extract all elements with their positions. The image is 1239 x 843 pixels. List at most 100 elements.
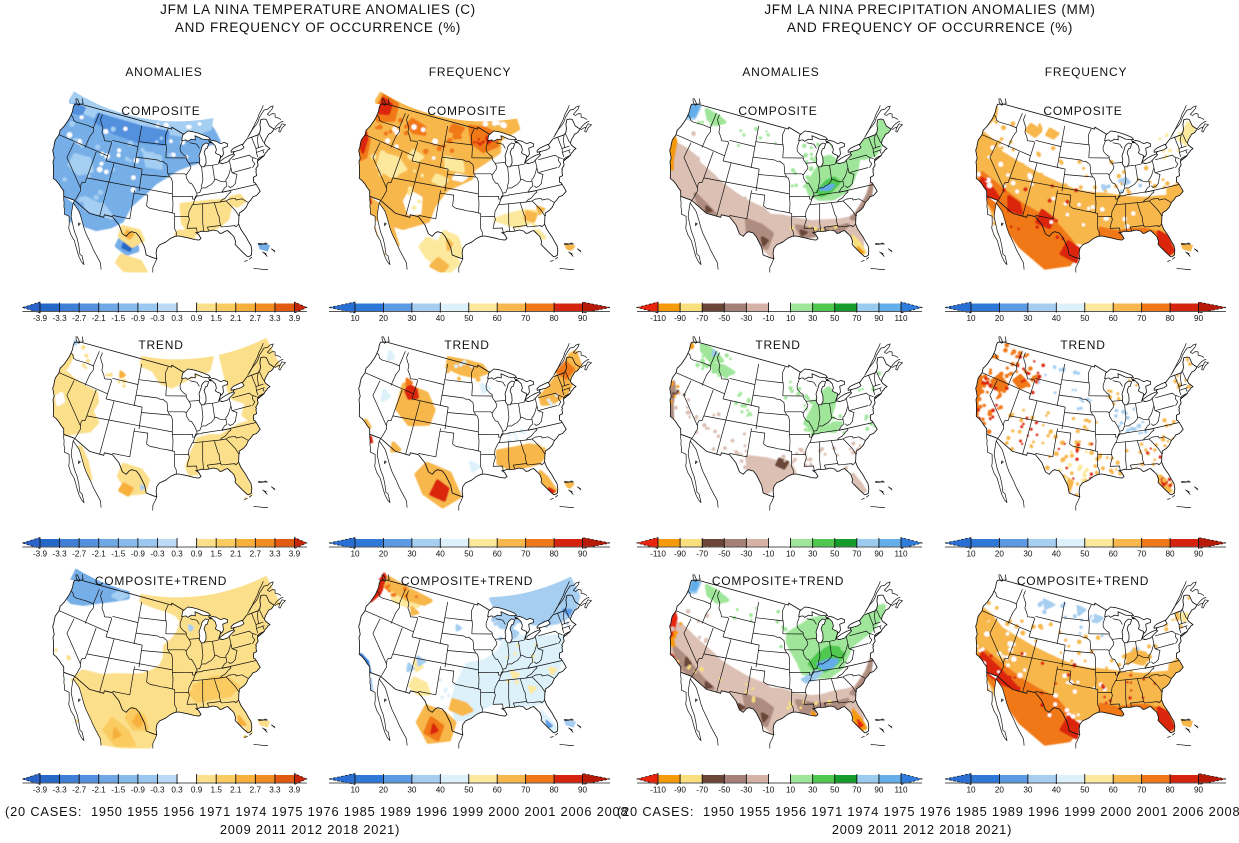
svg-text:50: 50 <box>830 550 840 559</box>
svg-text:10: 10 <box>350 314 360 323</box>
svg-text:90: 90 <box>874 550 884 559</box>
svg-text:70: 70 <box>1137 786 1147 795</box>
svg-text:80: 80 <box>550 786 560 795</box>
svg-text:2.1: 2.1 <box>230 550 242 559</box>
svg-text:80: 80 <box>1166 786 1176 795</box>
svg-text:-10: -10 <box>763 786 775 795</box>
svg-text:30: 30 <box>407 314 417 323</box>
svg-text:10: 10 <box>966 786 976 795</box>
svg-text:50: 50 <box>830 786 840 795</box>
svg-text:20: 20 <box>379 314 389 323</box>
svg-text:-3.3: -3.3 <box>53 786 68 795</box>
svg-text:20: 20 <box>379 550 389 559</box>
svg-text:1.5: 1.5 <box>210 314 222 323</box>
svg-text:-3.3: -3.3 <box>53 314 68 323</box>
svg-text:-10: -10 <box>763 314 775 323</box>
svg-text:60: 60 <box>493 314 503 323</box>
svg-text:-70: -70 <box>696 786 708 795</box>
svg-text:40: 40 <box>436 550 446 559</box>
svg-text:2.7: 2.7 <box>250 314 262 323</box>
svg-text:30: 30 <box>808 314 818 323</box>
svg-text:-0.3: -0.3 <box>150 786 165 795</box>
svg-text:-1.5: -1.5 <box>111 550 126 559</box>
svg-text:60: 60 <box>1109 314 1119 323</box>
svg-text:20: 20 <box>995 786 1005 795</box>
svg-text:60: 60 <box>493 786 503 795</box>
svg-text:90: 90 <box>1194 314 1204 323</box>
svg-text:-50: -50 <box>718 314 730 323</box>
svg-text:-30: -30 <box>740 550 752 559</box>
svg-text:-3.9: -3.9 <box>33 314 48 323</box>
svg-text:70: 70 <box>521 550 531 559</box>
svg-text:2.7: 2.7 <box>250 786 262 795</box>
svg-text:-2.1: -2.1 <box>92 786 107 795</box>
svg-text:-2.1: -2.1 <box>92 314 107 323</box>
svg-text:3.9: 3.9 <box>289 314 301 323</box>
svg-text:-50: -50 <box>718 550 730 559</box>
svg-text:-3.9: -3.9 <box>33 550 48 559</box>
svg-text:1.5: 1.5 <box>210 550 222 559</box>
svg-text:20: 20 <box>379 786 389 795</box>
svg-text:1.5: 1.5 <box>210 786 222 795</box>
svg-text:90: 90 <box>874 786 884 795</box>
svg-text:-70: -70 <box>696 314 708 323</box>
svg-text:110: 110 <box>894 786 907 795</box>
svg-text:-3.9: -3.9 <box>33 786 48 795</box>
svg-text:10: 10 <box>786 786 796 795</box>
svg-text:0.3: 0.3 <box>171 550 183 559</box>
svg-text:40: 40 <box>1052 786 1062 795</box>
svg-text:50: 50 <box>464 786 474 795</box>
svg-text:90: 90 <box>874 314 884 323</box>
svg-text:30: 30 <box>407 786 417 795</box>
svg-text:50: 50 <box>1080 550 1090 559</box>
svg-text:-0.3: -0.3 <box>150 314 165 323</box>
svg-text:60: 60 <box>1109 786 1119 795</box>
svg-text:30: 30 <box>1023 786 1033 795</box>
svg-text:-3.3: -3.3 <box>53 550 68 559</box>
svg-text:50: 50 <box>1080 786 1090 795</box>
svg-text:-30: -30 <box>740 314 752 323</box>
svg-text:70: 70 <box>1137 314 1147 323</box>
svg-text:110: 110 <box>894 314 907 323</box>
svg-text:10: 10 <box>966 550 976 559</box>
svg-text:60: 60 <box>493 550 503 559</box>
svg-text:40: 40 <box>1052 550 1062 559</box>
svg-text:-70: -70 <box>696 550 708 559</box>
svg-text:-10: -10 <box>763 550 775 559</box>
svg-text:-2.1: -2.1 <box>92 550 107 559</box>
svg-text:90: 90 <box>1194 550 1204 559</box>
svg-text:-2.7: -2.7 <box>72 314 87 323</box>
svg-text:10: 10 <box>350 786 360 795</box>
svg-text:110: 110 <box>894 550 907 559</box>
svg-text:-50: -50 <box>718 786 730 795</box>
svg-text:3.3: 3.3 <box>269 786 281 795</box>
svg-text:10: 10 <box>786 550 796 559</box>
svg-text:-0.9: -0.9 <box>131 550 146 559</box>
svg-text:90: 90 <box>1194 786 1204 795</box>
svg-text:-90: -90 <box>674 550 686 559</box>
svg-text:90: 90 <box>578 314 588 323</box>
svg-text:-30: -30 <box>740 786 752 795</box>
svg-text:-0.3: -0.3 <box>150 550 165 559</box>
svg-text:80: 80 <box>550 550 560 559</box>
svg-text:-0.9: -0.9 <box>131 786 146 795</box>
svg-text:90: 90 <box>578 786 588 795</box>
svg-text:2.1: 2.1 <box>230 314 242 323</box>
svg-text:-0.9: -0.9 <box>131 314 146 323</box>
svg-text:-1.5: -1.5 <box>111 786 126 795</box>
svg-text:2.1: 2.1 <box>230 786 242 795</box>
svg-text:-110: -110 <box>650 314 666 323</box>
svg-text:-1.5: -1.5 <box>111 314 126 323</box>
svg-text:-90: -90 <box>674 786 686 795</box>
svg-text:80: 80 <box>550 314 560 323</box>
svg-text:40: 40 <box>436 314 446 323</box>
svg-text:50: 50 <box>1080 314 1090 323</box>
svg-text:30: 30 <box>1023 550 1033 559</box>
svg-text:10: 10 <box>966 314 976 323</box>
svg-text:70: 70 <box>521 786 531 795</box>
svg-text:0.9: 0.9 <box>191 550 203 559</box>
svg-text:-110: -110 <box>650 550 666 559</box>
svg-text:-110: -110 <box>650 786 666 795</box>
svg-text:50: 50 <box>830 314 840 323</box>
svg-text:80: 80 <box>1166 314 1176 323</box>
